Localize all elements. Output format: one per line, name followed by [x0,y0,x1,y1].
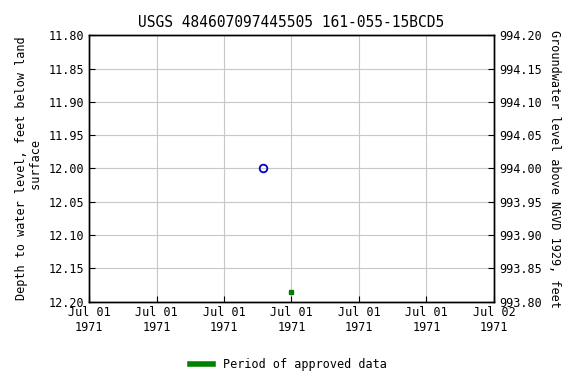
Y-axis label: Depth to water level, feet below land
 surface: Depth to water level, feet below land su… [15,36,43,300]
Title: USGS 484607097445505 161-055-15BCD5: USGS 484607097445505 161-055-15BCD5 [138,15,445,30]
Y-axis label: Groundwater level above NGVD 1929, feet: Groundwater level above NGVD 1929, feet [548,30,561,308]
Legend: Period of approved data: Period of approved data [185,354,391,376]
